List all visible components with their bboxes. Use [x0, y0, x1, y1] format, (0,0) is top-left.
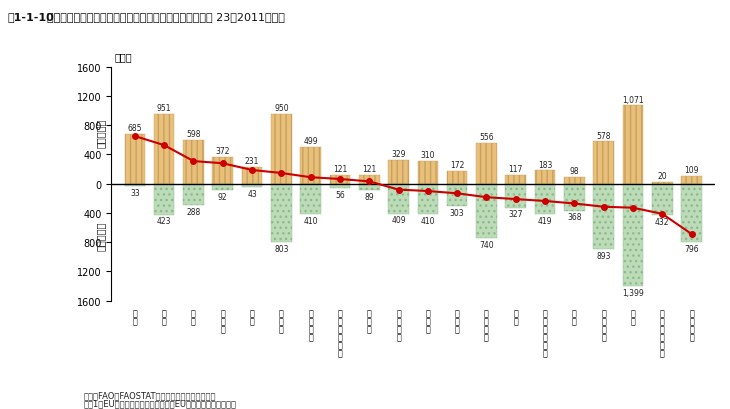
Text: 327: 327 — [509, 210, 523, 219]
Text: 我が国と主要国の農産物輸出入額及び純輸出入額（平成 23（2011）年）: 我が国と主要国の農産物輸出入額及び純輸出入額（平成 23（2011）年） — [47, 12, 285, 22]
Text: 43: 43 — [247, 189, 257, 198]
Text: 499: 499 — [304, 137, 318, 146]
Bar — [447, 184, 467, 207]
Text: 556: 556 — [479, 133, 493, 142]
Text: 796: 796 — [684, 244, 699, 253]
Text: 288: 288 — [186, 207, 201, 216]
Text: 432: 432 — [655, 218, 669, 227]
Text: 172: 172 — [450, 161, 464, 170]
Bar — [505, 176, 526, 184]
Text: 92: 92 — [218, 193, 228, 202]
Text: （輸入額）: （輸入額） — [96, 119, 106, 148]
Text: 803: 803 — [274, 245, 288, 254]
Bar — [681, 184, 702, 243]
Text: 423: 423 — [157, 217, 172, 226]
Text: 231: 231 — [245, 157, 259, 166]
Bar — [593, 184, 614, 249]
Text: 372: 372 — [215, 146, 230, 155]
Bar — [418, 184, 438, 214]
Text: 578: 578 — [596, 131, 611, 140]
Bar — [476, 184, 496, 238]
Bar — [359, 184, 380, 191]
Bar — [271, 115, 291, 184]
Bar — [623, 106, 643, 184]
Text: 183: 183 — [538, 160, 552, 169]
Bar — [242, 167, 262, 184]
Text: 410: 410 — [420, 216, 435, 225]
Bar — [212, 184, 233, 191]
Bar — [564, 184, 585, 211]
Text: 303: 303 — [450, 208, 464, 217]
Text: 図1-1-10: 図1-1-10 — [7, 12, 54, 22]
Bar — [418, 162, 438, 184]
Bar — [359, 175, 380, 184]
Bar — [212, 157, 233, 184]
Text: 121: 121 — [333, 165, 347, 174]
Bar — [125, 134, 145, 184]
Bar — [564, 177, 585, 184]
Text: 951: 951 — [157, 104, 172, 113]
Bar — [623, 184, 643, 286]
Text: 33: 33 — [130, 189, 139, 198]
Bar — [300, 184, 321, 214]
Text: 109: 109 — [684, 166, 699, 175]
Text: 121: 121 — [362, 165, 377, 174]
Bar — [505, 184, 526, 208]
Text: 億ドル: 億ドル — [115, 52, 132, 62]
Text: 1,399: 1,399 — [622, 288, 644, 297]
Bar — [652, 184, 672, 216]
Text: 368: 368 — [567, 213, 582, 222]
Text: 409: 409 — [391, 216, 406, 225]
Text: 685: 685 — [128, 124, 142, 133]
Bar — [330, 175, 350, 184]
Bar — [388, 184, 409, 214]
Bar — [535, 171, 556, 184]
Text: 98: 98 — [569, 166, 579, 175]
Text: 893: 893 — [596, 251, 611, 260]
Text: 2）折れ線グラフは純輸入額又は純輸出額を示す。: 2）折れ線グラフは純輸入額又は純輸出額を示す。 — [84, 407, 210, 409]
Text: 329: 329 — [391, 149, 406, 158]
Bar — [652, 183, 672, 184]
Bar — [476, 144, 496, 184]
Text: 注：1）EU加盟国の輸入額、輸出額はEU域内の貿易額を含む。: 注：1）EU加盟国の輸入額、輸出額はEU域内の貿易額を含む。 — [84, 399, 237, 408]
Bar — [242, 184, 262, 187]
Bar — [535, 184, 556, 215]
Text: 598: 598 — [186, 130, 201, 139]
Bar — [300, 148, 321, 184]
Bar — [593, 142, 614, 184]
Bar — [125, 184, 145, 187]
Bar — [183, 184, 204, 205]
Text: 310: 310 — [420, 151, 435, 160]
Bar — [154, 115, 174, 184]
Text: 20: 20 — [658, 172, 667, 181]
Text: 資料：FAO「FAOSTAT」を基に農林水産省で作成: 資料：FAO「FAOSTAT」を基に農林水産省で作成 — [84, 391, 217, 400]
Bar — [154, 184, 174, 215]
Bar — [271, 184, 291, 243]
Text: 56: 56 — [335, 190, 345, 199]
Text: 740: 740 — [479, 240, 493, 249]
Bar — [388, 160, 409, 184]
Bar — [447, 172, 467, 184]
Text: （輸出額）: （輸出額） — [96, 221, 106, 250]
Text: 419: 419 — [538, 217, 553, 226]
Bar — [681, 176, 702, 184]
Bar — [183, 141, 204, 184]
Text: 117: 117 — [509, 165, 523, 174]
Text: 410: 410 — [304, 216, 318, 225]
Bar — [330, 184, 350, 189]
Text: 950: 950 — [274, 104, 288, 113]
Text: 1,071: 1,071 — [622, 95, 644, 104]
Text: 89: 89 — [364, 193, 374, 202]
